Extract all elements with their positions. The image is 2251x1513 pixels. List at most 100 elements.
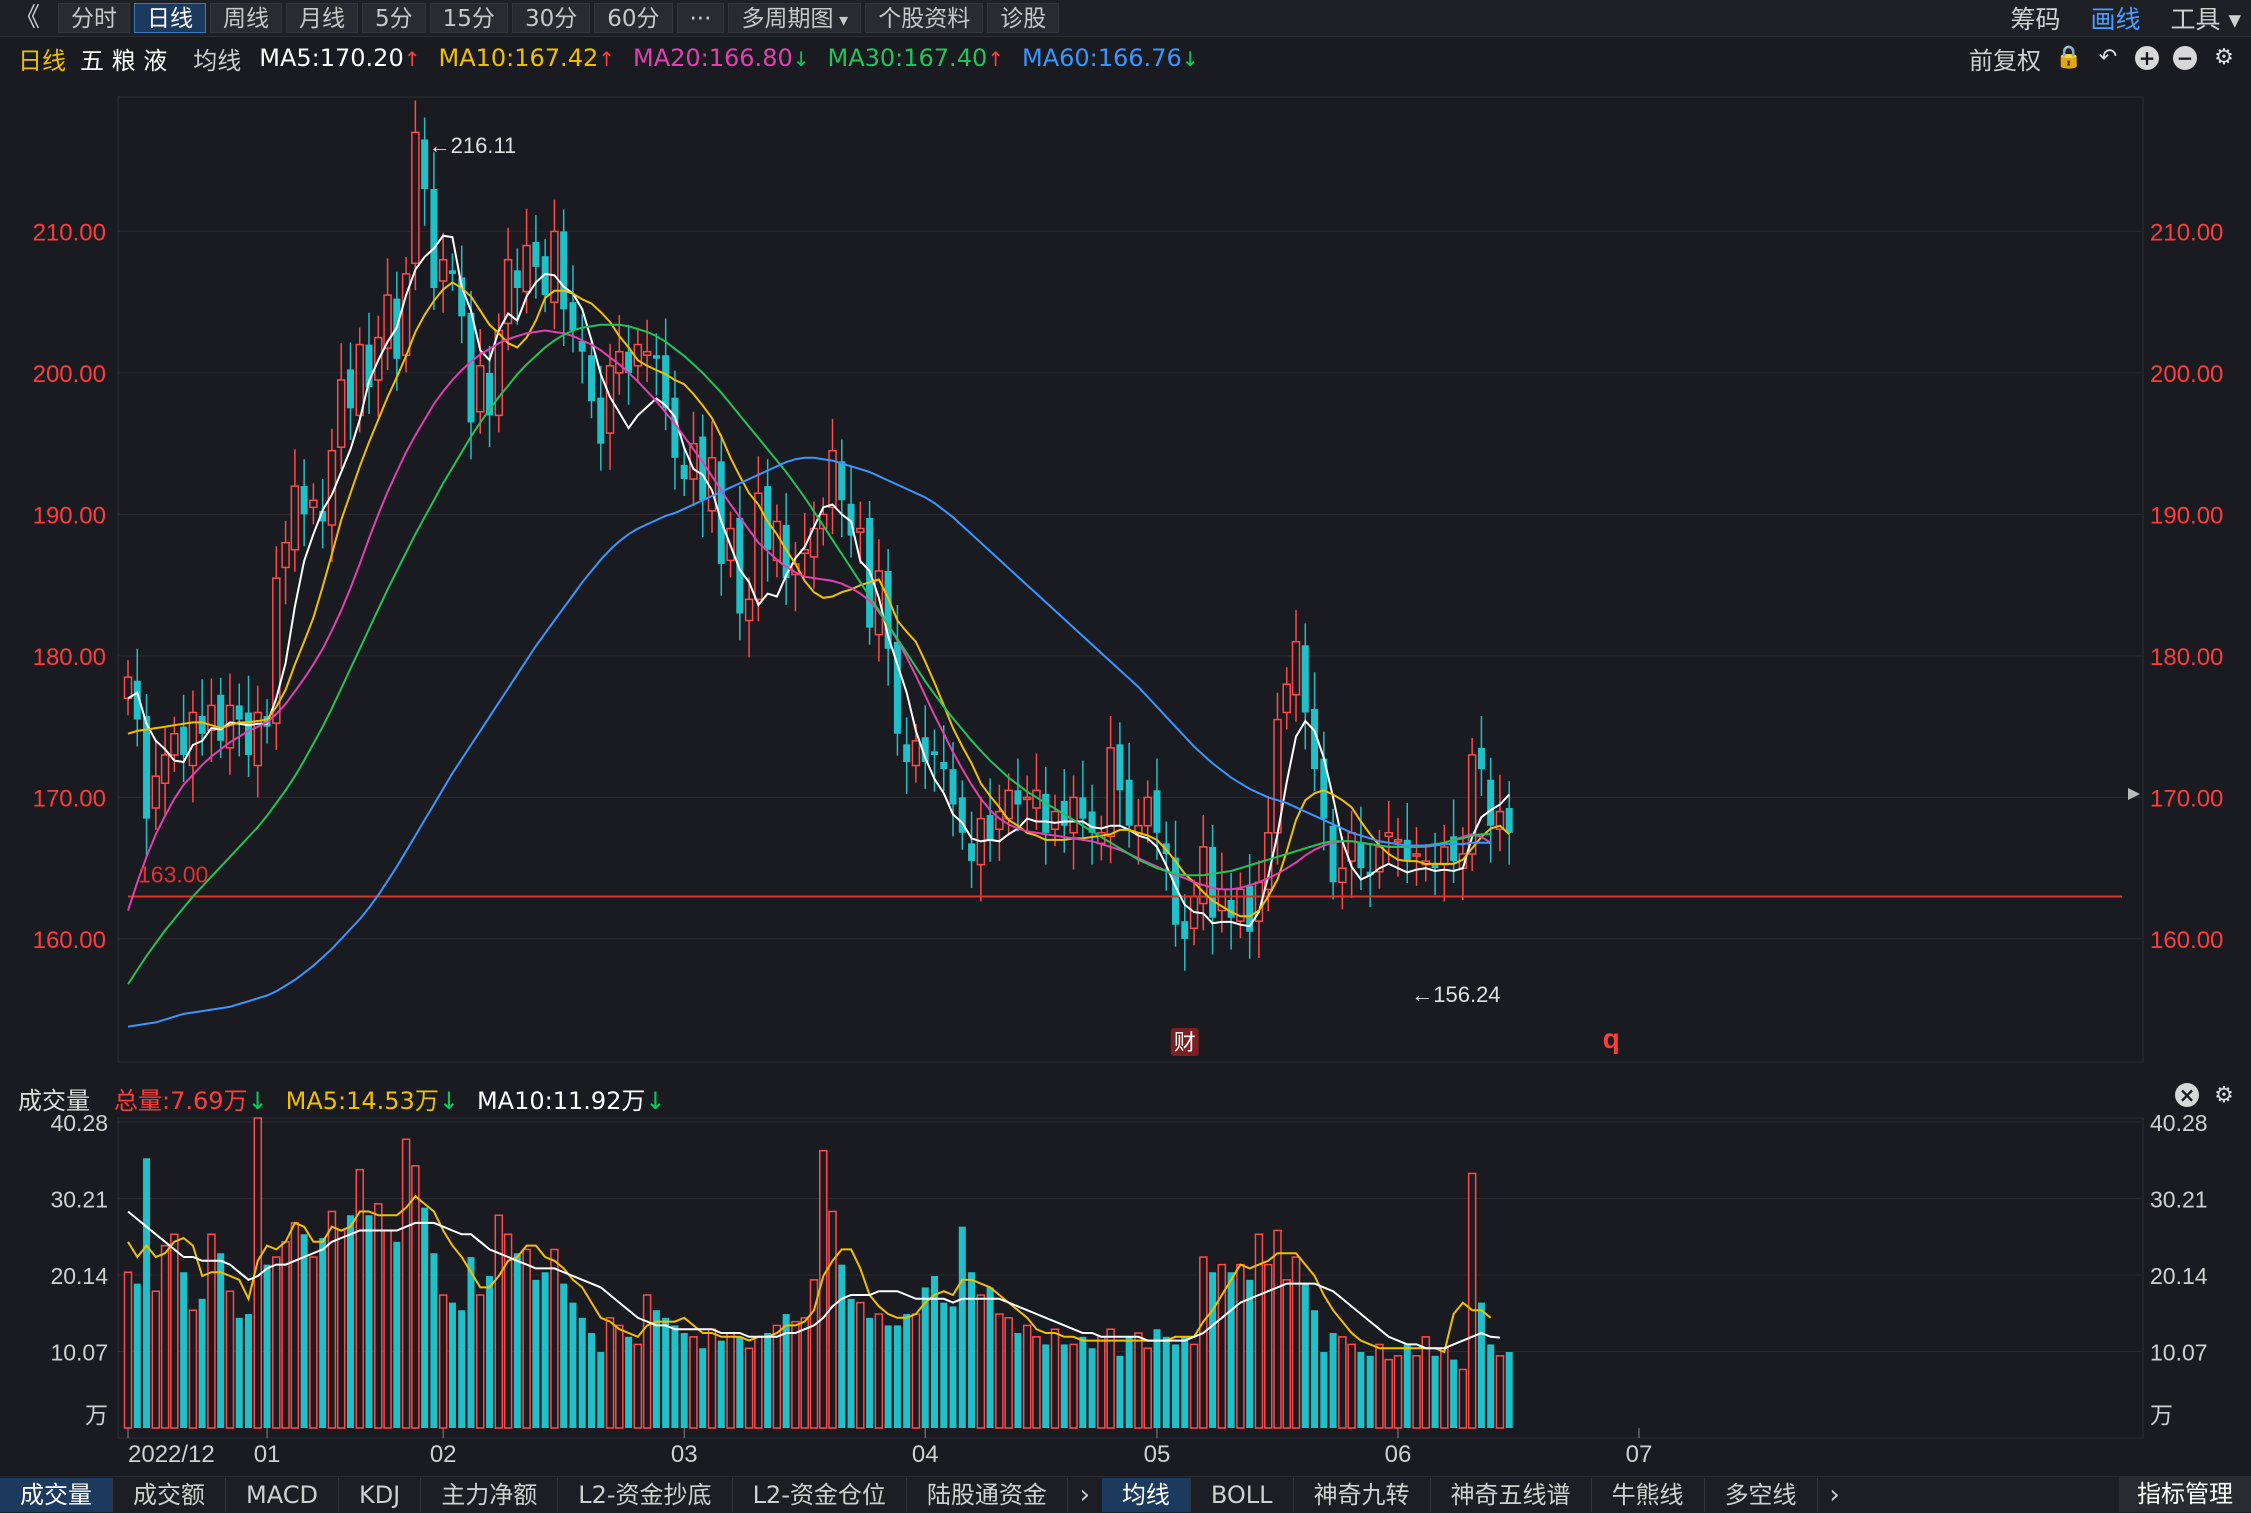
candle-body <box>309 499 318 509</box>
down-arrow-icon: ↓ <box>645 1086 666 1115</box>
candle-body <box>123 676 133 700</box>
volume-bar <box>448 1302 456 1428</box>
tab-daily[interactable]: 日线 <box>134 3 207 33</box>
tab-main-indicator[interactable]: 多空线 <box>1705 1478 1818 1512</box>
volume-total: 总量:7.69万↓ <box>114 1081 268 1116</box>
volume-bar <box>458 1310 466 1428</box>
volume-label[interactable]: 成交量 <box>18 1086 90 1115</box>
volume-bar <box>791 1320 800 1429</box>
tab-sub-indicator[interactable]: L2-资金抄底 <box>558 1478 733 1512</box>
candle-body <box>605 365 615 434</box>
x-axis-label: 01 <box>254 1441 281 1468</box>
candle-body <box>522 244 531 293</box>
tab-main-indicator[interactable]: 牛熊线 <box>1592 1478 1705 1512</box>
candle-body <box>1412 853 1421 857</box>
tab-sub-indicator[interactable]: 主力净额 <box>421 1478 559 1512</box>
volume-bar <box>1421 1336 1431 1429</box>
gear-icon[interactable]: ⚙ <box>2214 45 2234 70</box>
volume-bar <box>1022 1324 1032 1429</box>
back-button[interactable]: 《 <box>14 3 41 33</box>
volume-bar <box>1125 1336 1133 1428</box>
tab-sub-indicator[interactable]: 成交额 <box>113 1478 226 1512</box>
indicator-manage-button[interactable]: 指标管理 <box>2119 1476 2251 1512</box>
candle-body <box>717 461 725 564</box>
tab-main-indicator[interactable]: BOLL <box>1191 1478 1294 1512</box>
main-header-controls: 前复权 🔒 ↶ + − ⚙ <box>1969 40 2237 76</box>
tab-main-indicator[interactable]: 均线 <box>1101 1478 1191 1512</box>
candle-body <box>699 436 707 501</box>
volume-bar <box>800 1317 809 1429</box>
volume-bar <box>522 1248 531 1429</box>
lock-icon[interactable]: 🔒 <box>2055 45 2083 70</box>
x-axis-label: 04 <box>912 1441 939 1468</box>
volume-bar <box>438 1294 448 1429</box>
tools-dropdown[interactable]: 工具 ▾ <box>2170 0 2241 36</box>
tab-15min[interactable]: 15分 <box>429 3 508 33</box>
candle-body <box>1347 832 1356 862</box>
candle-body <box>560 231 568 310</box>
tab-monthly[interactable]: 月线 <box>286 3 359 33</box>
tab-30min[interactable]: 30分 <box>511 3 591 33</box>
volume-bar <box>411 1165 420 1429</box>
volume-bar <box>1246 1279 1254 1428</box>
adjust-mode-button[interactable]: 前复权 <box>1969 46 2041 75</box>
more-periods-button[interactable]: ··· <box>676 3 725 33</box>
undo-icon[interactable]: ↶ <box>2098 45 2118 70</box>
volume-bar <box>1217 1263 1227 1429</box>
volume-bar <box>995 1313 1004 1429</box>
volume-bar <box>272 1256 281 1429</box>
candle-body <box>642 350 652 356</box>
finance-marker: 财 <box>1174 1030 1196 1055</box>
tab-5min[interactable]: 5分 <box>362 3 426 33</box>
volume-bar <box>1366 1355 1374 1428</box>
candle-body <box>744 598 754 622</box>
tab-sub-indicator[interactable]: MACD <box>226 1478 339 1512</box>
tab-weekly[interactable]: 周线 <box>210 3 283 33</box>
price-axis-label-right: 170.00 <box>2150 785 2223 812</box>
volume-bar <box>383 1229 392 1429</box>
zoom-out-icon[interactable]: − <box>2173 46 2197 70</box>
candle-body <box>874 570 884 636</box>
draw-line-button[interactable]: 画线 <box>2090 5 2141 34</box>
sub-indicator-tabs: 成交量 成交额 MACD KDJ 主力净额 L2-资金抄底 L2-资金仓位 陆股通资金 <box>0 1478 1068 1512</box>
candle-body <box>1393 839 1403 843</box>
volume-bar <box>1227 1272 1235 1428</box>
tab-main-indicator[interactable]: 神奇九转 <box>1294 1478 1431 1512</box>
volume-bar <box>1487 1344 1495 1428</box>
volume-bar <box>707 1328 717 1429</box>
candle-body <box>847 503 855 536</box>
candle-body <box>1311 708 1319 770</box>
indicator-label[interactable]: 均线 <box>193 46 242 75</box>
chip-distribution-button[interactable]: 筹码 <box>2010 5 2061 34</box>
x-axis-label: 07 <box>1626 1441 1653 1468</box>
candle-body <box>1338 867 1347 884</box>
tab-fenshi[interactable]: 分时 <box>58 3 131 33</box>
tab-sub-indicator[interactable]: KDJ <box>339 1478 422 1512</box>
chevron-right-icon[interactable]: › <box>1829 1480 1840 1510</box>
candle-body <box>151 775 161 809</box>
close-icon[interactable]: × <box>2175 1083 2199 1107</box>
tab-sub-indicator[interactable]: 成交量 <box>0 1478 113 1512</box>
gear-icon[interactable]: ⚙ <box>2214 1083 2234 1108</box>
volume-bar <box>355 1168 364 1429</box>
multi-period-dropdown[interactable]: 多周期图 <box>728 3 862 33</box>
volume-bar <box>1311 1310 1319 1428</box>
tab-main-indicator[interactable]: 神奇五线谱 <box>1431 1478 1592 1512</box>
chevron-right-icon[interactable]: › <box>1079 1480 1091 1510</box>
volume-bar <box>958 1226 966 1428</box>
top-right-menu: 筹码 画线 工具 ▾ <box>2010 0 2241 36</box>
tab-sub-indicator[interactable]: 陆股通资金 <box>907 1478 1068 1512</box>
volume-bar <box>874 1313 884 1429</box>
zoom-in-icon[interactable]: + <box>2135 46 2159 70</box>
stock-info-button[interactable]: 个股资料 <box>865 3 984 33</box>
volume-ma5-text: MA5:14.53万 <box>285 1086 439 1115</box>
volume-bar <box>503 1233 513 1429</box>
volume-bar <box>893 1325 901 1428</box>
tab-sub-indicator[interactable]: L2-资金仓位 <box>733 1478 907 1512</box>
volume-bar <box>726 1332 735 1429</box>
tab-60min[interactable]: 60分 <box>594 3 673 33</box>
price-pointer-icon <box>2128 788 2140 800</box>
volume-bar <box>1412 1355 1421 1429</box>
diagnose-button[interactable]: 诊股 <box>987 3 1060 33</box>
